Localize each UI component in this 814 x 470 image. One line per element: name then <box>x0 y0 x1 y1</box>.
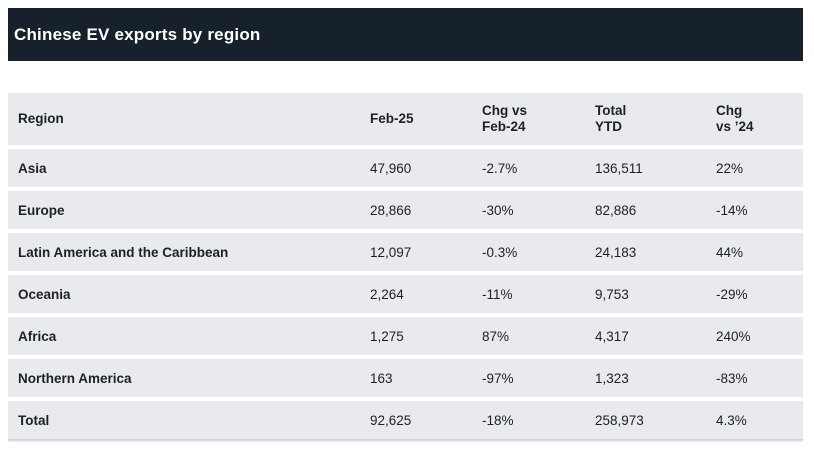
table-header-row: Region Feb-25 Chg vs Feb-24 Total YTD Ch… <box>8 93 803 145</box>
chg-vs-24-cell: -29% <box>716 286 748 302</box>
chg-vs-24-cell: 44% <box>716 244 744 260</box>
chg-vs-24-cell: -14% <box>716 202 748 218</box>
header-line: YTD <box>595 119 622 134</box>
header-line: Total <box>595 103 627 118</box>
table-row-oceania: Oceania 2,264 -11% 9,753 -29% <box>8 275 803 313</box>
feb25-cell: 163 <box>370 370 393 386</box>
column-header-chg-vs-feb24: Chg vs Feb-24 <box>482 93 595 145</box>
column-header-chg-vs-24: Chg vs ’24 <box>716 93 803 145</box>
content-area: Chinese EV exports by region Region Feb-… <box>8 8 803 442</box>
table-row-europe: Europe 28,866 -30% 82,886 -14% <box>8 191 803 229</box>
chg-vs-feb24-cell: -11% <box>482 286 513 302</box>
chg-vs-feb24-cell: -18% <box>482 412 514 428</box>
ev-exports-table: Region Feb-25 Chg vs Feb-24 Total YTD Ch… <box>8 93 803 442</box>
total-ytd-cell: 82,886 <box>595 202 637 218</box>
chg-vs-24-cell: 22% <box>716 160 744 176</box>
table-row-northern-america: Northern America 163 -97% 1,323 -83% <box>8 359 803 397</box>
feb25-cell: 47,960 <box>370 160 412 176</box>
feb25-cell: 92,625 <box>370 412 412 428</box>
total-ytd-cell: 1,323 <box>595 370 629 386</box>
chg-vs-feb24-cell: -0.3% <box>482 244 518 260</box>
region-cell: Asia <box>18 160 47 176</box>
feb25-cell: 12,097 <box>370 244 412 260</box>
header-lines: Total YTD <box>595 103 626 135</box>
region-cell: Oceania <box>18 286 71 302</box>
table-bottom-border <box>8 439 803 442</box>
table-row-latin-america: Latin America and the Caribbean 12,097 -… <box>8 233 803 271</box>
region-cell: Europe <box>18 202 65 218</box>
feb25-cell: 1,275 <box>370 328 404 344</box>
column-header-total-ytd: Total YTD <box>595 93 716 145</box>
total-ytd-cell: 4,317 <box>595 328 629 344</box>
total-ytd-cell: 136,511 <box>595 160 643 176</box>
chg-vs-24-cell: 240% <box>716 328 751 344</box>
header-line: Feb-24 <box>482 119 526 134</box>
chg-vs-feb24-cell: 87% <box>482 328 510 344</box>
header-line: vs ’24 <box>716 119 754 134</box>
header-line: Chg <box>716 103 743 118</box>
table-row-africa: Africa 1,275 87% 4,317 240% <box>8 317 803 355</box>
header-lines: Chg vs ’24 <box>716 103 754 135</box>
title-bar: Chinese EV exports by region <box>8 8 803 61</box>
total-ytd-cell: 9,753 <box>595 286 629 302</box>
region-cell: Total <box>18 412 50 428</box>
region-cell: Northern America <box>18 370 132 386</box>
chg-vs-feb24-cell: -2.7% <box>482 160 518 176</box>
column-header-region: Region <box>18 111 64 126</box>
table-row-total: Total 92,625 -18% 258,973 4.3% <box>8 401 803 439</box>
page-title: Chinese EV exports by region <box>14 24 261 44</box>
chg-vs-feb24-cell: -97% <box>482 370 514 386</box>
column-header-feb25: Feb-25 <box>370 111 414 126</box>
chg-vs-24-cell: -83% <box>716 370 748 386</box>
header-line: Chg vs <box>482 103 528 118</box>
region-cell: Africa <box>18 328 57 344</box>
region-cell: Latin America and the Caribbean <box>18 244 229 260</box>
feb25-cell: 28,866 <box>370 202 412 218</box>
feb25-cell: 2,264 <box>370 286 404 302</box>
table-row-asia: Asia 47,960 -2.7% 136,511 22% <box>8 149 803 187</box>
chg-vs-feb24-cell: -30% <box>482 202 514 218</box>
total-ytd-cell: 258,973 <box>595 412 644 428</box>
chg-vs-24-cell: 4.3% <box>716 412 747 428</box>
header-lines: Chg vs Feb-24 <box>482 103 527 135</box>
total-ytd-cell: 24,183 <box>595 244 637 260</box>
